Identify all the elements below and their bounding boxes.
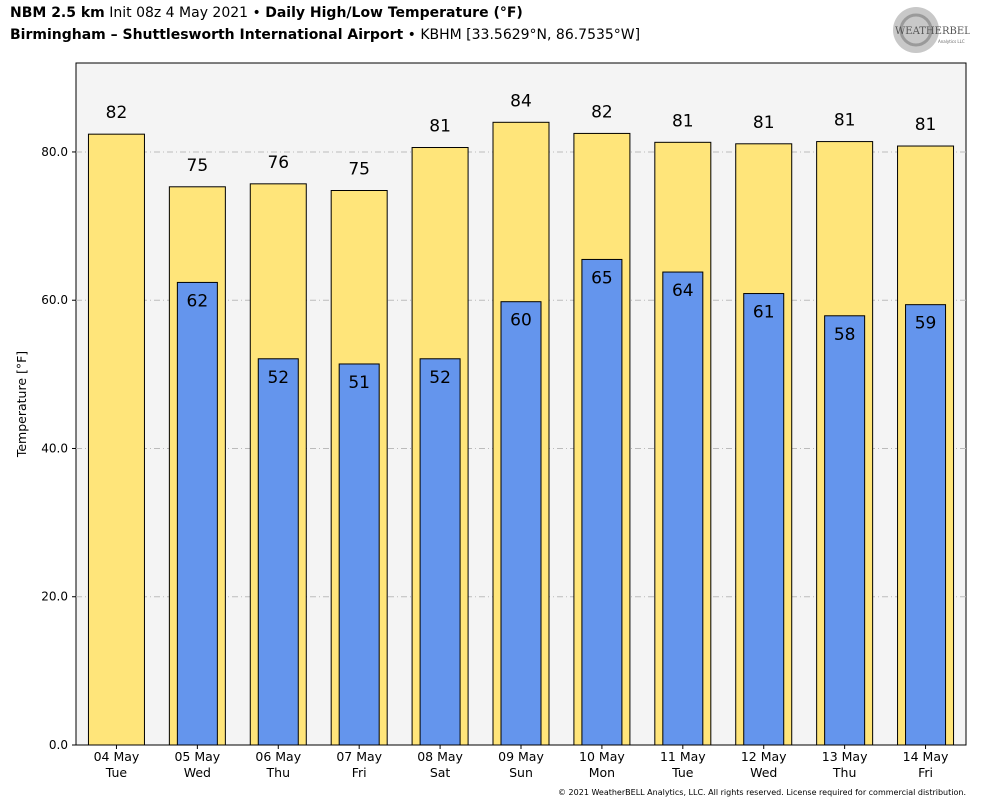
x-tick-label-date: 14 May — [903, 749, 949, 764]
bar-low — [257, 358, 299, 746]
bar-low — [743, 293, 785, 746]
data-label-high: 82 — [106, 103, 128, 123]
model-name: NBM 2.5 km — [10, 5, 105, 21]
x-tick-label-day: Sat — [430, 765, 451, 780]
y-axis-label: Temperature [°F] — [14, 351, 29, 458]
data-label-high: 76 — [267, 153, 289, 173]
data-label-high: 81 — [915, 115, 937, 135]
y-axis: 0.0 20.0 40.0 60.0 80.0 — [41, 145, 76, 752]
bar-low — [176, 281, 218, 746]
copyright-notice: © 2021 WeatherBELL Analytics, LLC. All r… — [558, 788, 966, 797]
station-info: KBHM [33.5629°N, 86.7535°W] — [420, 27, 641, 43]
logo-text: WEATHERBELL — [895, 26, 970, 37]
x-tick-label-date: 04 May — [94, 749, 140, 764]
x-tick-label-date: 12 May — [741, 749, 787, 764]
location-name: Birmingham – Shuttlesworth International… — [10, 27, 404, 43]
x-tick-label-day: Sun — [509, 765, 533, 780]
y-tick-label: 40.0 — [41, 441, 68, 455]
x-tick-label-day: Thu — [832, 765, 856, 780]
data-label-high: 84 — [510, 91, 532, 111]
data-label-high: 81 — [672, 111, 694, 131]
x-tick-label-date: 09 May — [498, 749, 544, 764]
bars — [87, 121, 955, 746]
y-tick-label: 60.0 — [41, 293, 68, 307]
data-label-low: 64 — [672, 281, 694, 301]
data-label-low: 61 — [753, 303, 775, 323]
x-tick-label-day: Tue — [671, 765, 694, 780]
x-tick-label-date: 05 May — [174, 749, 220, 764]
y-tick-label: 80.0 — [41, 145, 68, 159]
data-label-low: 62 — [187, 291, 209, 311]
x-tick-label-day: Fri — [352, 765, 367, 780]
weatherbell-logo: WEATHERBELL Analytics LLC — [893, 7, 970, 53]
data-label-low: 60 — [510, 311, 532, 331]
data-label-low: 59 — [915, 314, 937, 334]
x-tick-label-day: Wed — [184, 765, 211, 780]
bar-low — [338, 363, 380, 746]
data-label-high: 82 — [591, 102, 613, 122]
x-tick-label-day: Thu — [266, 765, 290, 780]
x-tick-label-date: 08 May — [417, 749, 463, 764]
y-tick-label: 20.0 — [41, 590, 68, 604]
y-tick-label: 0.0 — [49, 738, 68, 752]
bar-low — [905, 304, 947, 746]
logo-subtext: Analytics LLC — [938, 39, 965, 44]
x-tick-label-date: 11 May — [660, 749, 706, 764]
x-tick-label-date: 13 May — [822, 749, 868, 764]
data-label-low: 52 — [429, 368, 451, 388]
data-label-high: 75 — [187, 156, 209, 176]
x-tick-label-day: Fri — [918, 765, 933, 780]
data-label-low: 58 — [834, 325, 856, 345]
bar-low — [824, 315, 866, 746]
data-labels: 82 75 62 76 52 75 51 81 52 84 60 82 65 81 64 81 61 81 58 81… — [106, 91, 937, 393]
init-time: Init 08z 4 May 2021 — [109, 5, 249, 21]
data-label-high: 81 — [834, 111, 856, 131]
x-tick-label-date: 10 May — [579, 749, 625, 764]
bar-low — [500, 301, 542, 746]
product-name: Daily High/Low Temperature (°F) — [265, 5, 523, 21]
x-tick-label-day: Mon — [589, 765, 615, 780]
bar-high — [87, 133, 145, 746]
x-tick-label-day: Tue — [105, 765, 128, 780]
data-label-high: 81 — [753, 113, 775, 133]
bar-low — [662, 271, 704, 746]
x-tick-label-date: 07 May — [336, 749, 382, 764]
bar-low — [419, 358, 461, 746]
separator: • — [407, 27, 416, 43]
x-tick-label-day: Wed — [750, 765, 777, 780]
separator: • — [252, 5, 261, 21]
bar-low — [581, 258, 623, 746]
chart-title-line-1: NBM 2.5 km Init 08z 4 May 2021 • Daily H… — [10, 5, 523, 21]
data-label-low: 51 — [348, 373, 370, 393]
data-label-high: 81 — [429, 117, 451, 137]
x-tick-label-date: 06 May — [255, 749, 301, 764]
data-label-low: 52 — [267, 368, 289, 388]
data-label-high: 75 — [348, 160, 370, 180]
data-label-low: 65 — [591, 268, 613, 288]
chart-title-line-2: Birmingham – Shuttlesworth International… — [10, 27, 640, 43]
